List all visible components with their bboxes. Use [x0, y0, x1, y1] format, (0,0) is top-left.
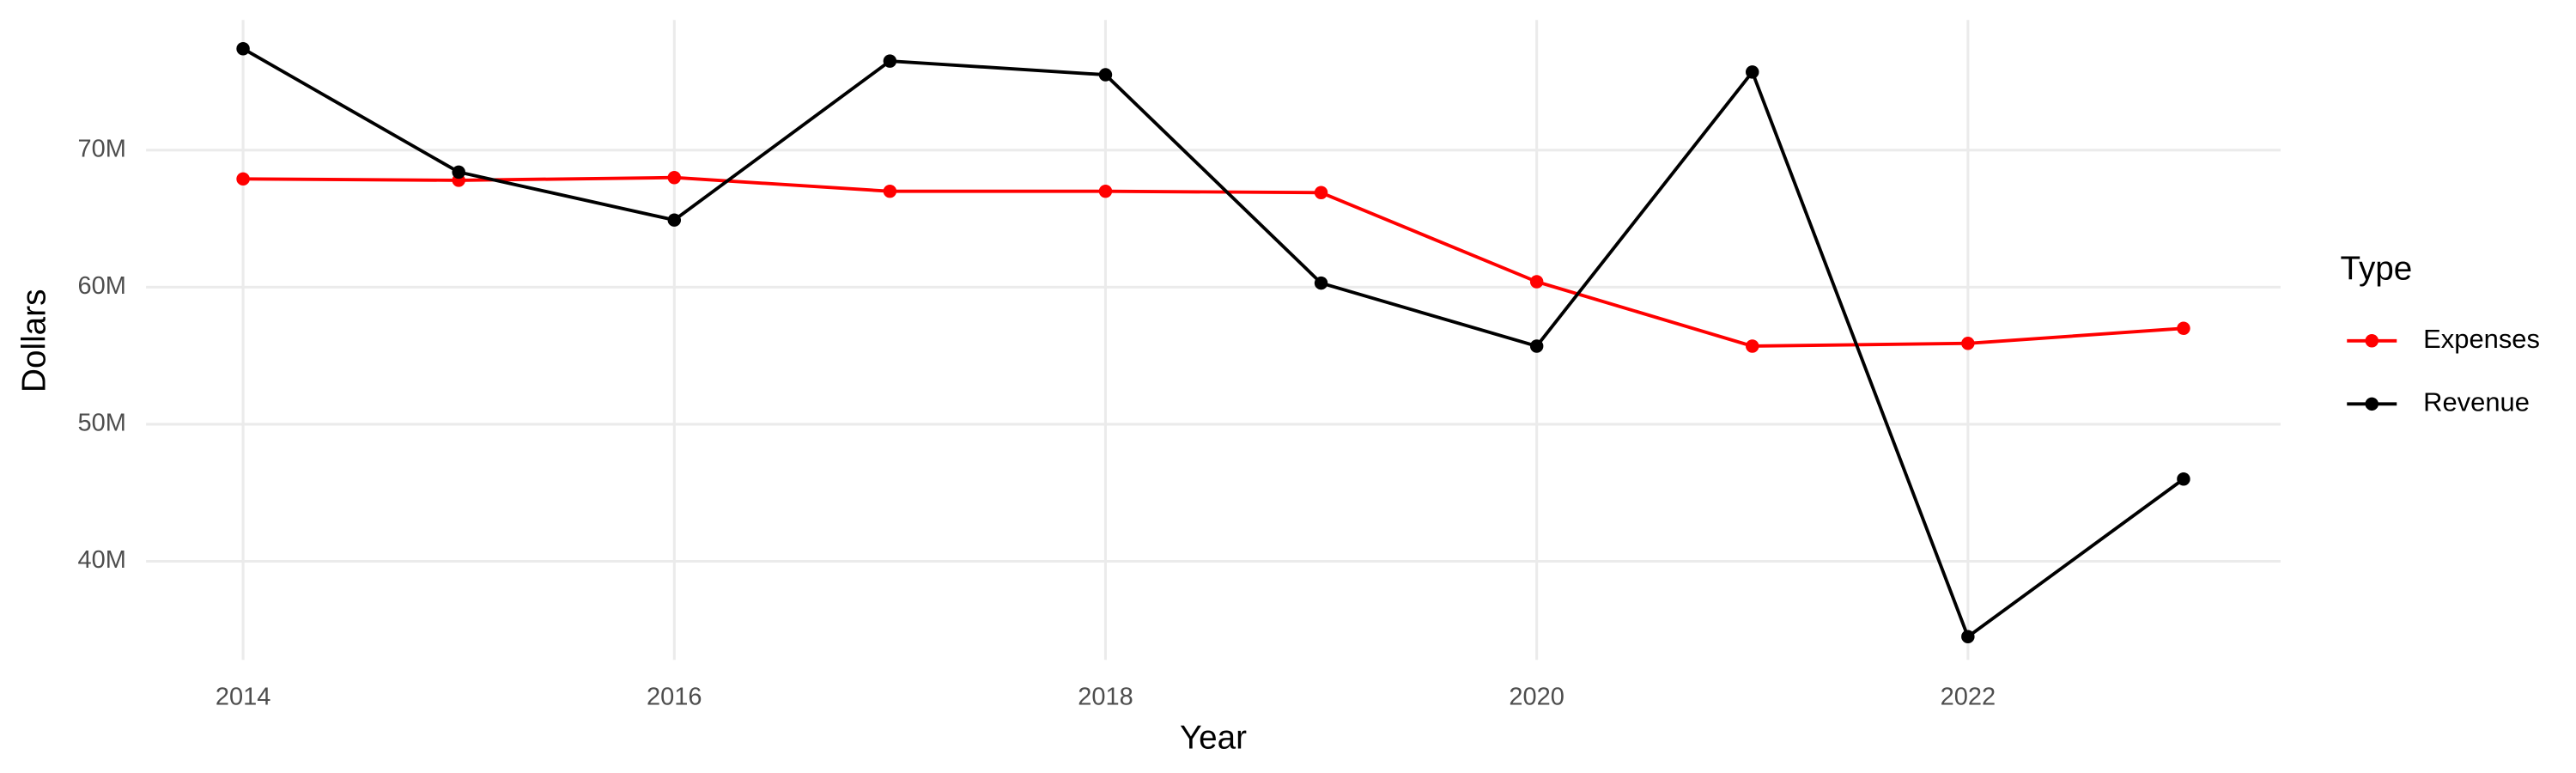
x-axis-title: Year — [1180, 719, 1247, 756]
y-axis-title: Dollars — [16, 289, 53, 393]
series-line — [242, 47, 2185, 640]
data-point — [883, 54, 897, 68]
data-point — [1529, 339, 1544, 353]
legend-label: Expenses — [2423, 324, 2540, 354]
data-point — [2177, 321, 2190, 335]
data-point — [1098, 68, 1113, 82]
legend-key-point — [2365, 334, 2379, 348]
data-point — [883, 184, 897, 198]
y-tick-label: 50M — [78, 410, 126, 437]
legend-label: Revenue — [2423, 386, 2530, 417]
data-point — [236, 41, 250, 56]
data-point — [1314, 276, 1328, 290]
y-tick-label: 70M — [78, 135, 126, 162]
data-point — [1961, 630, 1975, 644]
x-tick-label: 2022 — [1941, 684, 1996, 711]
data-point — [452, 165, 465, 180]
y-tick-label: 60M — [78, 272, 126, 300]
legend-title: Type — [2341, 251, 2413, 288]
data-point — [1098, 184, 1113, 198]
data-point — [1961, 337, 1975, 350]
x-tick-label: 2018 — [1078, 684, 1133, 711]
data-point — [1529, 275, 1544, 289]
data-point — [236, 172, 250, 186]
x-tick-label: 2014 — [216, 684, 270, 711]
data-point — [1746, 65, 1759, 79]
data-point — [1746, 339, 1759, 353]
y-tick-label: 40M — [78, 546, 126, 574]
x-tick-label: 2016 — [647, 684, 702, 711]
data-point — [667, 213, 682, 227]
legend-key-point — [2365, 397, 2379, 411]
data-point — [2177, 472, 2190, 486]
x-tick-label: 2020 — [1509, 684, 1564, 711]
series-line — [243, 175, 2184, 348]
data-point — [667, 170, 682, 185]
data-point — [1314, 186, 1328, 200]
